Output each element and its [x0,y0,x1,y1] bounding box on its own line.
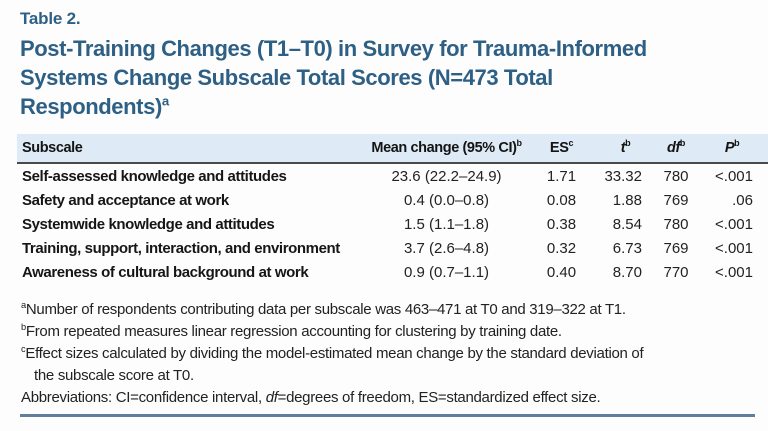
footnote-c-text: Effect sizes calculated by dividing the … [25,345,644,362]
header-p-text: P [724,140,735,156]
column-header-es: ESc [528,134,595,164]
cell-es: 0.40 [546,263,577,281]
header-t-text: t [620,140,626,156]
column-header-t: tb [595,134,656,164]
cell-es: 0.08 [546,191,577,209]
cell-df: 780 [663,215,689,233]
cell-t: 1.88 [612,191,642,209]
footnote-c-marker: c [21,344,26,354]
title-superscript: a [161,93,169,109]
title-line-3-text: Respondents) [20,94,162,119]
cell-es: 0.38 [546,215,577,233]
header-es-sup: c [568,138,574,149]
table-row: Training, support, interaction, and envi… [17,236,768,260]
footnote-b-text: From repeated measures linear regression… [25,323,562,340]
cell-t: 8.70 [612,263,642,281]
abbreviations-pre: Abbreviations: CI=confidence interval, [21,389,266,406]
cell-df: 769 [663,239,689,257]
header-es-text: ES [549,140,569,156]
cell-mean-change: 0.9 (0.7–1.1) [403,263,490,281]
footnotes-block: aNumber of respondents contributing data… [21,299,758,409]
column-header-p: Pb [696,134,768,164]
cell-df: 780 [663,167,689,185]
cell-mean-change: 23.6 (22.2–24.9) [391,167,502,185]
cell-mean-change: 3.7 (2.6–4.8) [403,239,490,257]
cell-mean-change: 0.4 (0.0–0.8) [403,191,490,209]
table-row: Awareness of cultural background at work… [17,260,768,284]
cell-p: .06 [732,191,753,209]
cell-t: 8.54 [612,215,642,233]
page-title: Post-Training Changes (T1–T0) in Survey … [20,34,750,121]
title-line-2: Systems Change Subscale Total Scores (N=… [20,65,553,90]
cell-mean-change: 1.5 (1.1–1.8) [403,215,490,233]
cell-t: 6.73 [612,239,642,257]
header-mean-change-text: Mean change (95% CI) [371,140,517,156]
cell-subscale: Awareness of cultural background at work [22,263,309,281]
footnote-b: bFrom repeated measures linear regressio… [21,321,758,343]
footnote-c-continuation: the subscale score at T0. [34,367,194,384]
header-t-sup: b [625,138,631,149]
header-df-text: df [667,140,680,156]
cell-es: 1.71 [546,167,577,185]
cell-df: 770 [663,263,689,281]
footnote-a-marker: a [21,300,26,310]
footnote-c: cEffect sizes calculated by dividing the… [21,343,758,387]
abbreviations-df-term: df [265,389,278,406]
header-df-sup: b [679,138,686,149]
header-subscale-text: Subscale [22,140,83,156]
title-line-1: Post-Training Changes (T1–T0) in Survey … [20,36,647,61]
cell-p: <.001 [715,215,753,233]
cell-p: <.001 [715,239,753,257]
header-p-sup: b [734,138,740,149]
abbreviations-post: =degrees of freedom, ES=standardized eff… [277,389,601,406]
cell-subscale: Safety and acceptance at work [22,191,229,209]
paper-table-page: Table 2. Post-Training Changes (T1–T0) i… [0,9,768,431]
table-row: Self-assessed knowledge and attitudes 23… [17,163,768,188]
column-header-subscale: Subscale [17,134,365,164]
cell-subscale: Training, support, interaction, and envi… [22,239,340,257]
title-line-3: Respondents)a [20,92,750,121]
footnote-a: aNumber of respondents contributing data… [21,299,758,321]
footnote-a-text: Number of respondents contributing data … [25,301,626,318]
cell-t: 33.32 [604,167,642,185]
abbreviations-line: Abbreviations: CI=confidence interval, d… [21,387,758,409]
column-header-df: dfb [656,134,696,164]
table-row: Systemwide knowledge and attitudes 1.5 (… [17,212,768,236]
footnote-b-marker: b [21,322,26,332]
column-header-mean-change: Mean change (95% CI)b [365,134,528,164]
cell-es: 0.32 [546,239,577,257]
header-mean-change-sup: b [516,138,523,149]
header-row: Subscale Mean change (95% CI)b ESc tb df… [17,134,768,164]
bottom-rule [20,414,755,417]
cell-p: <.001 [715,167,753,185]
cell-subscale: Self-assessed knowledge and attitudes [22,167,287,185]
table-label: Table 2. [20,9,81,28]
results-table: Subscale Mean change (95% CI)b ESc tb df… [17,134,768,284]
table-row: Safety and acceptance at work 0.4 (0.0–0… [17,188,768,212]
cell-p: <.001 [715,263,753,281]
cell-df: 769 [663,191,689,209]
cell-subscale: Systemwide knowledge and attitudes [22,215,275,233]
